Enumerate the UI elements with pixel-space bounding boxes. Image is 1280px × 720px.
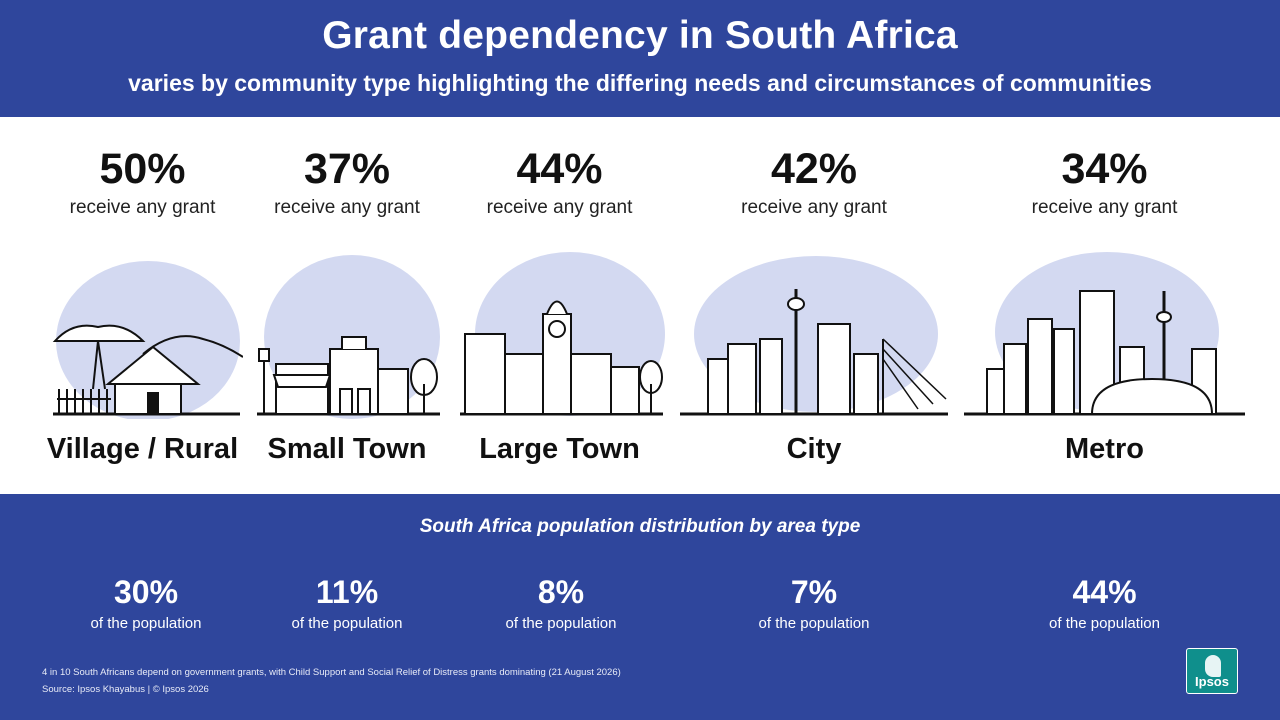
population-percentage: 7% [790, 574, 838, 610]
population-label: of the population [90, 615, 202, 632]
population-stat-village: 30% of the population [40, 574, 252, 632]
footer-source: Source: Ipsos Khayabus | © Ipsos 2026 [42, 684, 209, 695]
population-panel: South Africa population distribution by … [0, 494, 1280, 720]
grant-caption: receive any grant [1031, 197, 1178, 218]
grant-percentage: 34% [1061, 145, 1148, 193]
population-stat-metro: 44% of the population [962, 574, 1247, 632]
page-title: Grant dependency in South Africa [322, 14, 958, 57]
grant-percentage: 37% [303, 145, 391, 193]
area-name: Village / Rural [46, 433, 239, 465]
area-card-city: 42% receive any grant City [678, 117, 950, 494]
population-label: of the population [291, 615, 403, 632]
metro-illustration-icon [962, 249, 1247, 419]
ipsos-logo-mark-icon [1205, 655, 1221, 677]
logo-text: Ipsos [1195, 674, 1229, 689]
population-percentage: 30% [113, 574, 179, 610]
community-types-panel: 50% receive any grant Village / Rural 37… [0, 117, 1280, 494]
population-stat-small-town: 11% of the population [252, 574, 442, 632]
page-subtitle: varies by community type highlighting th… [128, 70, 1152, 96]
village-illustration-icon [40, 249, 245, 419]
population-stat-city: 7% of the population [678, 574, 950, 632]
large-town-illustration-icon [452, 249, 667, 419]
grant-percentage: 44% [516, 145, 603, 193]
population-title: South Africa population distribution by … [419, 516, 861, 537]
grant-caption: receive any grant [274, 197, 420, 218]
area-card-metro: 34% receive any grant Metro [962, 117, 1247, 494]
area-name: Metro [1065, 433, 1144, 465]
ipsos-logo: Ipsos [1186, 648, 1238, 694]
population-label: of the population [505, 615, 617, 632]
area-card-large-town: 44% receive any grant Large Town [452, 117, 667, 494]
population-label: of the population [1049, 615, 1160, 632]
population-percentage: 44% [1072, 574, 1137, 610]
grant-percentage: 42% [770, 145, 858, 193]
grant-caption: receive any grant [69, 197, 216, 218]
area-name: Small Town [267, 433, 427, 465]
population-label: of the population [758, 615, 870, 632]
small-town-illustration-icon [252, 249, 442, 419]
grant-percentage: 50% [99, 145, 186, 193]
area-name: City [786, 433, 842, 465]
footer-note: 4 in 10 South Africans depend on governm… [42, 667, 621, 678]
header-banner: Grant dependency in South Africa varies … [0, 0, 1280, 117]
population-percentage: 11% [315, 574, 379, 610]
city-illustration-icon [678, 249, 950, 419]
population-stat-large-town: 8% of the population [452, 574, 670, 632]
grant-caption: receive any grant [741, 197, 887, 218]
population-percentage: 8% [537, 574, 585, 610]
area-card-small-town: 37% receive any grant Small Town [252, 117, 442, 494]
area-card-village: 50% receive any grant Village / Rural [40, 117, 245, 494]
area-name: Large Town [479, 433, 640, 465]
grant-caption: receive any grant [486, 197, 633, 218]
